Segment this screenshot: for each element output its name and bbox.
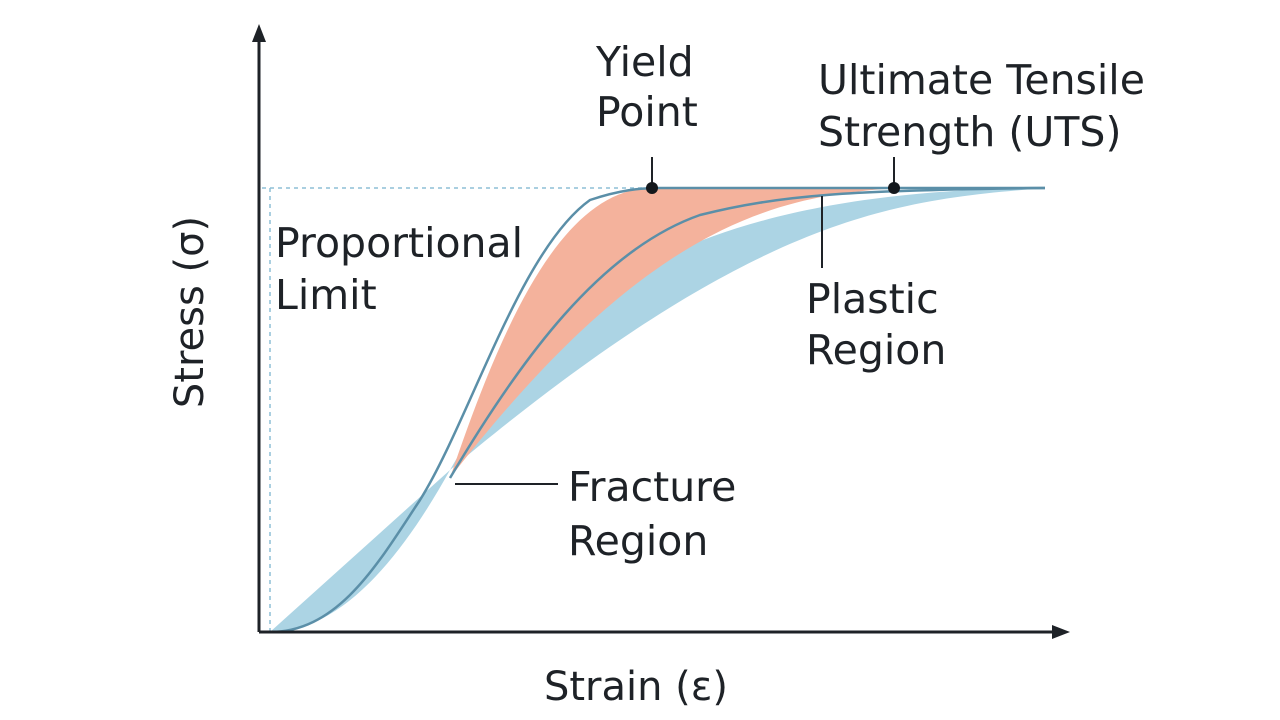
y-axis-arrow-icon bbox=[252, 24, 266, 42]
uts-label-line1: Ultimate Tensile bbox=[818, 56, 1145, 104]
fracture-region-label-line2: Region bbox=[568, 517, 708, 565]
fracture-region-label-line1: Fracture bbox=[568, 463, 736, 511]
plastic-region-fill bbox=[270, 188, 1045, 632]
upper-stress-strain-curve bbox=[269, 186, 1045, 634]
yield-point-label-line1: Yield bbox=[595, 38, 694, 86]
uts-marker bbox=[888, 182, 900, 194]
proportional-limit-label-line2: Limit bbox=[275, 271, 377, 319]
yield-point-label-line2: Point bbox=[596, 88, 698, 136]
yield-point-marker bbox=[646, 182, 658, 194]
proportional-limit-label-line1: Proportional bbox=[275, 219, 523, 267]
x-axis-label: Strain (ε) bbox=[544, 664, 728, 710]
y-axis-label: Stress (σ) bbox=[167, 216, 213, 408]
plastic-region-label-line1: Plastic bbox=[806, 275, 939, 323]
uts-label-line2: Strength (UTS) bbox=[818, 108, 1121, 156]
fracture-region-fill bbox=[450, 188, 900, 478]
plastic-region-label-line2: Region bbox=[806, 326, 946, 374]
x-axis-arrow-icon bbox=[1052, 625, 1070, 639]
